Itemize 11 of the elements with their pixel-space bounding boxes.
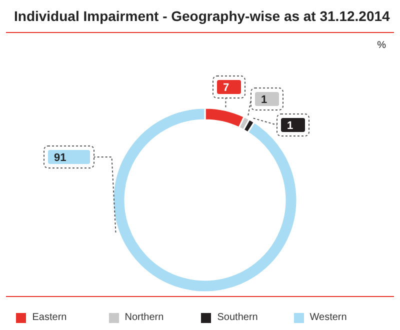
data-label: 1 xyxy=(261,94,268,106)
chart-title: Individual Impairment - Geography-wise as at 31.12.2014 xyxy=(14,8,390,24)
legend-label: Western xyxy=(308,312,348,323)
legend-label: Northern xyxy=(124,312,165,323)
data-label: 91 xyxy=(54,152,66,164)
donut-slice xyxy=(112,107,298,293)
legend-label: Southern xyxy=(216,312,259,323)
text: % xyxy=(377,40,386,51)
legend-label: Eastern xyxy=(31,312,68,323)
data-label: 1 xyxy=(287,120,294,132)
data-label: 7 xyxy=(223,82,230,94)
